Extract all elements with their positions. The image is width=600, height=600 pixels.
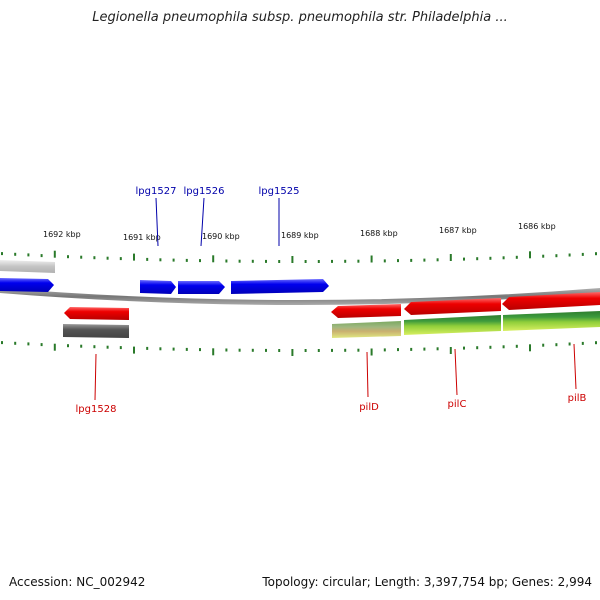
kbp-label: 1688 kbp (360, 229, 398, 238)
feature-green-band[interactable] (503, 311, 600, 331)
label-leader-line (200, 197, 205, 247)
kbp-label: 1686 kbp (518, 222, 556, 231)
gene-label-lpg1526[interactable]: lpg1526 (184, 186, 225, 197)
feature-gray[interactable] (63, 324, 129, 338)
gene-label-pilb[interactable]: pilB (568, 393, 587, 404)
gene-label-lpg1528[interactable]: lpg1528 (76, 404, 117, 415)
feature-green-band[interactable] (404, 315, 501, 335)
gene-label-pild[interactable]: pilD (359, 402, 379, 413)
accession-text: Accession: NC_002942 (9, 575, 146, 589)
top-tick-ruler (1, 250, 597, 263)
kbp-label: 1687 kbp (439, 226, 477, 235)
label-leader-line (454, 348, 458, 396)
gene-pilc-arrow[interactable] (404, 298, 501, 315)
gene-lpg1526-arrow[interactable] (178, 281, 225, 294)
gene-lpg1527-arrow[interactable] (140, 280, 176, 294)
genome-summary-text: Topology: circular; Length: 3,397,754 bp… (262, 575, 592, 589)
gene-lpg1525-arrow[interactable] (231, 279, 329, 294)
gene-label-lpg1527[interactable]: lpg1527 (136, 186, 177, 197)
gene-label-pilc[interactable]: pilC (448, 399, 467, 410)
gene-pild-arrow[interactable] (331, 304, 401, 318)
kbp-label: 1690 kbp (202, 232, 240, 241)
kbp-label: 1689 kbp (281, 231, 319, 240)
label-leader-line (366, 351, 369, 398)
label-leader-line (155, 197, 159, 247)
gene-lpg1528-arrow[interactable] (64, 307, 129, 320)
gene-label-lpg1525[interactable]: lpg1525 (259, 186, 300, 197)
kbp-label: 1692 kbp (43, 230, 81, 239)
gene-forward-arrow[interactable] (0, 278, 54, 292)
bottom-tick-ruler (1, 341, 597, 356)
map-title: Legionella pneumophila subsp. pneumophil… (92, 10, 508, 25)
kbp-label: 1691 kbp (123, 233, 161, 242)
gene-pilb-arrow[interactable] (502, 292, 600, 310)
label-leader-line (94, 353, 97, 401)
feature-light-gray[interactable] (0, 260, 55, 273)
feature-green-band[interactable] (332, 321, 401, 338)
label-leader-line (573, 343, 577, 390)
